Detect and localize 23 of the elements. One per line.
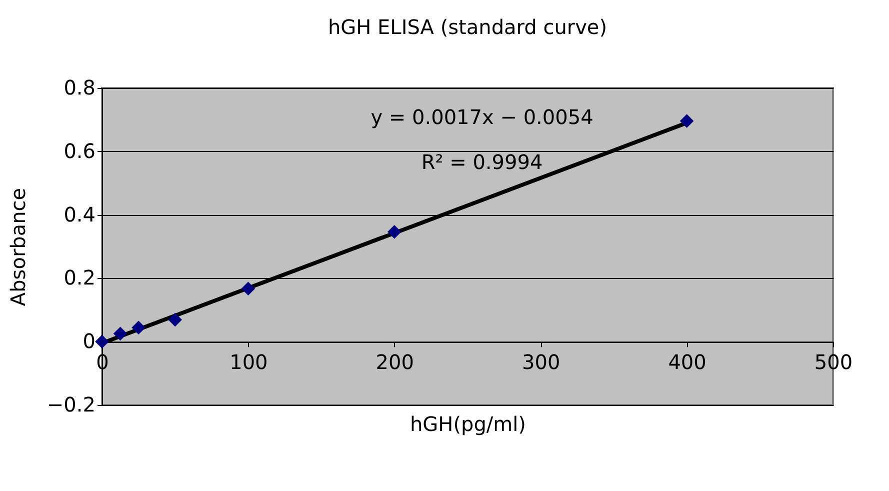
annotation: R² = 0.9994 <box>421 150 543 174</box>
x-tick-label: 100 <box>230 350 268 374</box>
y-tick-label: −0.2 <box>46 392 96 416</box>
y-axis-title: Absorbance <box>6 188 30 306</box>
point <box>680 114 694 128</box>
y-tick-label: 0.2 <box>64 266 96 290</box>
y-tick-label: 0.6 <box>64 138 96 163</box>
x-tick-label: 400 <box>668 350 706 374</box>
point <box>168 312 182 327</box>
y-tick-label: 0 <box>82 329 96 354</box>
y-tick-label: 0.4 <box>64 202 96 226</box>
x-tick-label: 200 <box>376 350 414 374</box>
point <box>95 334 109 348</box>
point <box>132 320 146 335</box>
point <box>388 225 402 239</box>
chart-title: hGH ELISA (standard curve) <box>328 15 608 39</box>
x-axis-title: hGH(pg/ml) <box>410 412 526 436</box>
point <box>241 282 256 296</box>
point <box>113 326 128 341</box>
x-tick-label: 300 <box>522 350 560 374</box>
annotation: y = 0.0017x − 0.0054 <box>370 105 594 129</box>
x-tick-label: 500 <box>814 350 853 374</box>
y-tick-label: 0.8 <box>64 76 96 100</box>
